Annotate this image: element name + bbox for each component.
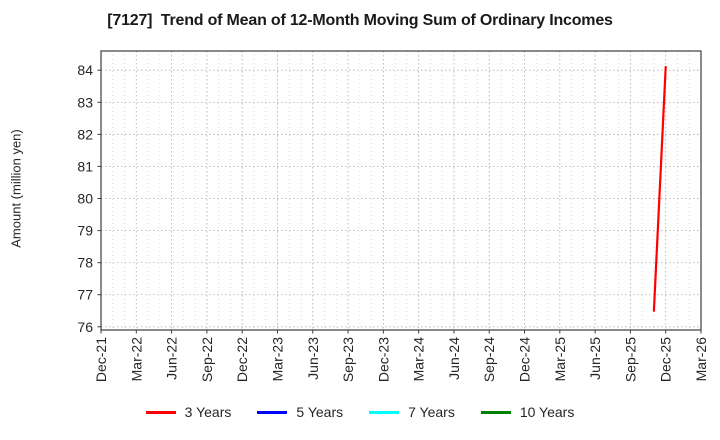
y-tick-label: 84 [77, 62, 93, 78]
x-tick-label: Mar-22 [128, 337, 144, 382]
x-tick-label: Dec-21 [93, 337, 109, 382]
legend-swatch-10-years [480, 410, 511, 414]
x-tick-label: Jun-25 [587, 337, 603, 380]
y-tick-label: 83 [77, 94, 93, 110]
x-tick-label: Jun-22 [164, 337, 180, 380]
x-tick-label: Mar-23 [269, 337, 285, 382]
legend-label-10-years: 10 Years [519, 404, 575, 420]
legend: 3 Years 5 Years 7 Years 10 Years [0, 404, 720, 420]
legend-item-5-years: 5 Years [257, 404, 343, 420]
y-tick-label: 80 [77, 191, 93, 207]
y-tick-label: 79 [77, 223, 93, 239]
x-tick-label: Dec-23 [375, 337, 391, 382]
x-tick-label: Sep-25 [622, 337, 638, 382]
y-tick-label: 77 [77, 287, 93, 303]
chart-title: [7127] Trend of Mean of 12-Month Moving … [107, 12, 613, 29]
y-tick-label: 82 [77, 126, 93, 142]
series-line-3-years [652, 65, 667, 312]
x-tick-label: Jun-23 [305, 337, 321, 380]
x-tick-label: Sep-23 [340, 337, 356, 382]
x-tick-label: Sep-22 [199, 337, 215, 382]
legend-label-7-years: 7 Years [408, 404, 455, 420]
plot-border [100, 50, 702, 331]
x-tick-label: Dec-25 [658, 337, 674, 382]
x-tick-label: Dec-24 [517, 337, 533, 382]
legend-swatch-3-years [145, 410, 176, 414]
x-tick-label: Mar-26 [693, 337, 709, 382]
legend-label-5-years: 5 Years [296, 404, 344, 420]
legend-item-10-years: 10 Years [480, 404, 575, 420]
x-tick-label: Jun-24 [446, 337, 462, 380]
legend-label-3-years: 3 Years [184, 404, 232, 420]
x-tick-label: Dec-22 [234, 337, 250, 382]
y-tick-label: 78 [77, 255, 93, 271]
y-tick-label: 81 [77, 158, 93, 174]
x-tick-label: Mar-24 [411, 337, 427, 382]
x-tick-label: Sep-24 [481, 337, 497, 382]
y-tick-label: 76 [77, 319, 93, 335]
legend-item-7-years: 7 Years [369, 404, 455, 420]
legend-swatch-5-years [257, 410, 288, 414]
legend-item-3-years: 3 Years [145, 404, 232, 420]
legend-swatch-7-years [369, 410, 400, 414]
x-tick-label: Mar-25 [552, 337, 568, 382]
